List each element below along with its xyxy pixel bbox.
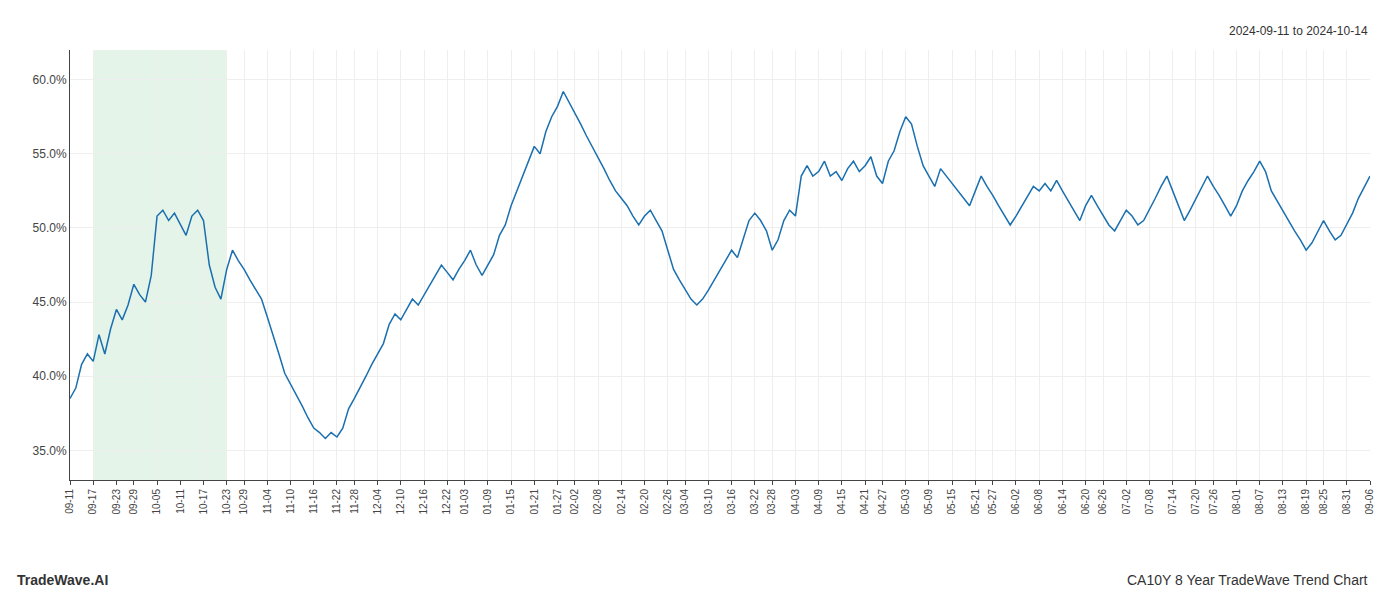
svg-text:03-28: 03-28 [766, 489, 777, 515]
svg-text:04-09: 04-09 [813, 489, 824, 515]
svg-text:08-19: 08-19 [1300, 489, 1311, 515]
svg-text:05-21: 05-21 [970, 489, 981, 515]
svg-text:01-15: 01-15 [505, 489, 516, 515]
svg-text:11-04: 11-04 [262, 489, 273, 514]
svg-text:06-14: 06-14 [1057, 489, 1068, 515]
svg-text:02-20: 02-20 [639, 489, 650, 515]
svg-text:08-13: 08-13 [1277, 489, 1288, 515]
svg-text:02-26: 02-26 [662, 489, 673, 515]
svg-text:04-21: 04-21 [859, 489, 870, 515]
svg-text:CA10Y 8 Year TradeWave Trend C: CA10Y 8 Year TradeWave Trend Chart [1127, 572, 1368, 588]
svg-text:12-16: 12-16 [418, 489, 429, 515]
svg-text:11-22: 11-22 [331, 489, 342, 514]
svg-text:06-02: 06-02 [1010, 489, 1021, 515]
svg-text:05-03: 05-03 [900, 489, 911, 515]
svg-text:35.0%: 35.0% [33, 444, 67, 458]
svg-text:45.0%: 45.0% [33, 295, 67, 309]
svg-text:07-02: 07-02 [1121, 489, 1132, 515]
svg-text:07-14: 07-14 [1167, 489, 1178, 515]
svg-text:05-09: 05-09 [923, 489, 934, 515]
svg-text:12-22: 12-22 [441, 489, 452, 515]
svg-text:07-08: 07-08 [1144, 489, 1155, 515]
svg-text:04-15: 04-15 [836, 489, 847, 515]
svg-text:55.0%: 55.0% [33, 147, 67, 161]
svg-text:2024-09-11 to 2024-10-14: 2024-09-11 to 2024-10-14 [1229, 24, 1368, 38]
svg-text:01-21: 01-21 [529, 489, 540, 515]
svg-text:01-27: 01-27 [552, 489, 563, 515]
svg-text:09-17: 09-17 [87, 489, 98, 515]
svg-text:11-16: 11-16 [308, 489, 319, 514]
svg-text:04-27: 04-27 [877, 489, 888, 515]
svg-text:10-17: 10-17 [198, 489, 209, 515]
svg-text:04-03: 04-03 [790, 489, 801, 515]
svg-text:TradeWave.AI: TradeWave.AI [17, 572, 108, 588]
svg-text:06-08: 06-08 [1033, 489, 1044, 515]
svg-text:07-20: 07-20 [1190, 489, 1201, 515]
svg-text:02-14: 02-14 [616, 489, 627, 515]
svg-text:09-23: 09-23 [111, 489, 122, 515]
svg-text:10-11: 10-11 [175, 489, 186, 514]
svg-text:08-07: 08-07 [1254, 489, 1265, 515]
svg-text:02-02: 02-02 [569, 489, 580, 515]
svg-text:50.0%: 50.0% [33, 221, 67, 235]
svg-text:05-15: 05-15 [946, 489, 957, 515]
svg-text:12-04: 12-04 [372, 489, 383, 515]
svg-text:08-31: 08-31 [1341, 489, 1352, 515]
svg-text:11-10: 11-10 [285, 489, 296, 514]
svg-text:03-04: 03-04 [679, 489, 690, 515]
svg-text:07-26: 07-26 [1208, 489, 1219, 515]
svg-text:01-09: 01-09 [482, 489, 493, 515]
svg-text:05-27: 05-27 [987, 489, 998, 515]
svg-text:03-16: 03-16 [726, 489, 737, 515]
svg-text:09-29: 09-29 [128, 489, 139, 515]
svg-text:12-10: 12-10 [395, 489, 406, 515]
svg-text:11-28: 11-28 [349, 489, 360, 514]
svg-text:10-23: 10-23 [221, 489, 232, 515]
svg-text:40.0%: 40.0% [33, 369, 67, 383]
svg-text:03-22: 03-22 [749, 489, 760, 515]
svg-text:03-10: 03-10 [703, 489, 714, 515]
svg-text:06-26: 06-26 [1097, 489, 1108, 515]
svg-text:60.0%: 60.0% [33, 73, 67, 87]
svg-text:02-08: 02-08 [592, 489, 603, 515]
svg-text:08-01: 08-01 [1231, 489, 1242, 515]
svg-text:01-03: 01-03 [459, 489, 470, 515]
svg-text:06-20: 06-20 [1080, 489, 1091, 515]
svg-text:10-05: 10-05 [151, 489, 162, 515]
svg-text:09-11: 09-11 [64, 489, 75, 514]
svg-text:09-06: 09-06 [1364, 489, 1375, 515]
svg-text:08-25: 08-25 [1318, 489, 1329, 515]
svg-text:10-29: 10-29 [238, 489, 249, 515]
